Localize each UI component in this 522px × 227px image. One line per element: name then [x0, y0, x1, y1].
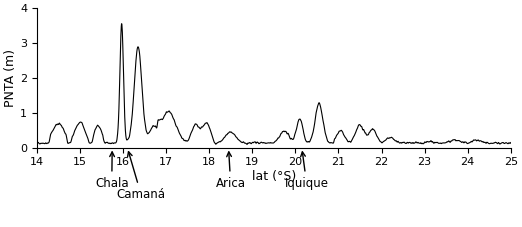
Text: Camaná: Camaná — [116, 152, 165, 201]
Text: Iquique: Iquique — [284, 152, 328, 190]
Text: Arica: Arica — [216, 152, 246, 190]
Y-axis label: PNTA (m): PNTA (m) — [4, 49, 17, 107]
X-axis label: lat (°S): lat (°S) — [252, 170, 296, 183]
Text: Chala: Chala — [95, 152, 128, 190]
